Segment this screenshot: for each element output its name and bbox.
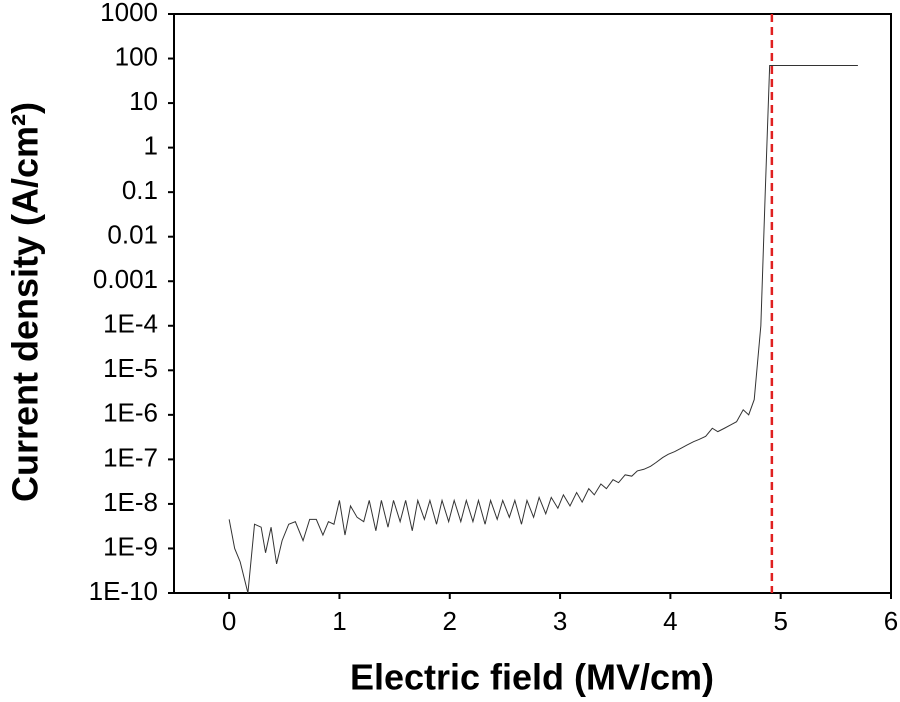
y-tick-label: 1E-5 [103, 353, 158, 383]
x-tick-label: 4 [663, 606, 677, 636]
y-tick-label: 10 [129, 86, 158, 116]
data-line [228, 64, 858, 594]
y-tick-label: 1E-4 [103, 309, 158, 339]
y-tick-label: 0.01 [107, 220, 158, 250]
y-tick-label: 1E-8 [103, 487, 158, 517]
y-tick-label: 1 [144, 130, 158, 160]
plot-frame [173, 13, 892, 594]
x-tick-label: 2 [443, 606, 457, 636]
x-tick-label: 1 [332, 606, 346, 636]
y-tick-label: 100 [115, 41, 158, 71]
y-tick-label: 1E-6 [103, 398, 158, 428]
x-axis-title: Electric field (MV/cm) [350, 657, 714, 698]
y-tick-label: 1E-7 [103, 442, 158, 472]
y-tick-label: 1000 [100, 0, 158, 27]
x-tick-label: 5 [773, 606, 787, 636]
y-tick-label: 1E-9 [103, 531, 158, 561]
x-tick-label: 3 [553, 606, 567, 636]
x-tick-label: 6 [884, 606, 898, 636]
y-tick-label: 1E-10 [89, 576, 158, 606]
y-tick-label: 0.001 [93, 264, 158, 294]
x-tick-label: 0 [222, 606, 236, 636]
y-axis-title: Current density (A/cm²) [5, 102, 46, 502]
y-tick-label: 0.1 [122, 175, 158, 205]
